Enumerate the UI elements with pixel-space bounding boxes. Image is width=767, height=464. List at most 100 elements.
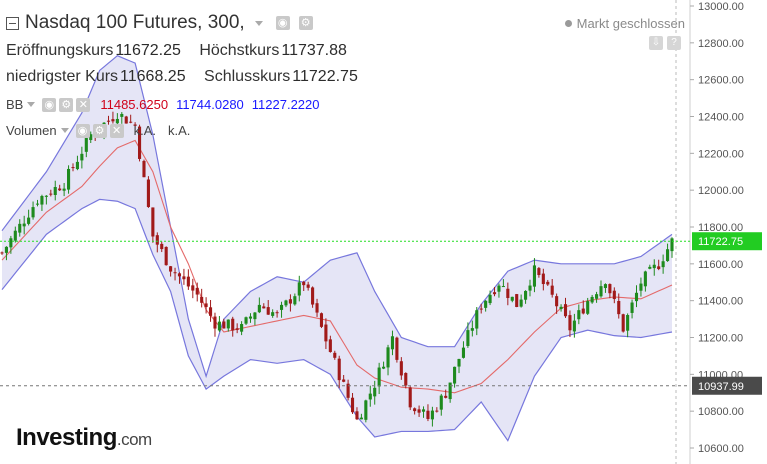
candle-body <box>195 287 199 295</box>
candle-body <box>257 304 261 313</box>
gear-icon[interactable]: ⚙ <box>59 97 74 112</box>
chart-title: Nasdaq 100 Futures, 300, <box>25 12 245 33</box>
candle-body <box>133 124 137 126</box>
candle-body <box>395 337 399 360</box>
candle-body <box>488 294 492 304</box>
candle-body <box>151 207 155 237</box>
candle-body <box>461 347 466 358</box>
current-price-badge <box>692 232 762 251</box>
gear-icon[interactable]: ⚙ <box>298 16 313 30</box>
crosshair-price-badge <box>692 376 762 395</box>
y-tick-label: 11400.00 <box>698 296 743 308</box>
candle-body <box>603 284 607 289</box>
low-value: 11668.25 <box>120 68 186 85</box>
candle-body <box>262 306 266 309</box>
candle-body <box>173 272 177 274</box>
y-tick-label: 12800.00 <box>698 38 744 50</box>
candle-body <box>382 366 386 369</box>
candle-body <box>568 315 572 331</box>
candle-body <box>67 168 71 190</box>
candle-body <box>439 395 443 410</box>
chart-title-row: Nasdaq 100 Futures, 300, ◉ ⚙ <box>6 12 313 34</box>
candle-body <box>89 134 93 141</box>
candle-body <box>626 315 630 331</box>
close-icon[interactable]: ✕ <box>109 123 124 138</box>
candle-body <box>266 307 270 315</box>
candle-body <box>599 286 603 297</box>
candle-body <box>288 299 292 304</box>
candle-body <box>435 410 439 412</box>
eye-icon[interactable]: ◉ <box>275 16 290 30</box>
candle-body <box>497 285 501 292</box>
candle-body <box>541 273 545 285</box>
candle-body <box>608 284 612 294</box>
candle-body <box>546 281 550 285</box>
candle-body <box>177 273 182 277</box>
y-tick-label: 12600.00 <box>698 75 744 87</box>
candle-body <box>284 300 288 306</box>
status-dot-icon <box>564 20 572 27</box>
candle-body <box>399 361 403 376</box>
close-icon[interactable]: ✕ <box>76 97 91 112</box>
candle-body <box>470 328 474 331</box>
candle-body <box>31 207 35 218</box>
candle-body <box>448 382 452 400</box>
candle-body <box>129 121 133 123</box>
candle-body <box>355 411 359 420</box>
candle-body <box>595 294 599 299</box>
candle-body <box>58 188 62 191</box>
eye-icon[interactable]: ◉ <box>75 123 90 138</box>
candle-body <box>111 119 115 122</box>
y-tick-label: 12000.00 <box>698 185 744 197</box>
candle-body <box>186 276 190 287</box>
candle-body <box>226 319 230 329</box>
candle-body <box>364 400 368 420</box>
candle-body <box>311 287 315 305</box>
candle-body <box>643 271 647 287</box>
candle-body <box>612 290 616 300</box>
candle-body <box>160 243 164 250</box>
candle-body <box>657 266 661 270</box>
candle-body <box>200 296 204 303</box>
candle-body <box>248 316 253 319</box>
high-value: 11737.88 <box>281 42 347 59</box>
candle-body <box>639 283 643 291</box>
high-label: Höchstkurs <box>199 42 280 59</box>
chevron-down-icon[interactable] <box>254 20 263 26</box>
candle-body <box>155 235 159 245</box>
volume-value-1: k.A. <box>133 123 156 138</box>
candle-body <box>408 387 412 408</box>
gear-icon[interactable]: ⚙ <box>92 123 107 138</box>
chevron-down-icon[interactable] <box>60 128 69 133</box>
help-icon[interactable]: ? <box>667 36 681 50</box>
candle-body <box>40 196 44 205</box>
candle-body <box>182 276 186 280</box>
candle-body <box>661 261 665 268</box>
volume-value-2: k.A. <box>168 123 191 138</box>
candle-body <box>417 409 421 413</box>
close-value: 11722.75 <box>292 68 358 85</box>
candle-body <box>524 290 528 300</box>
candle-body <box>590 296 594 303</box>
candle-body <box>80 153 84 161</box>
candle-body <box>240 324 244 332</box>
y-tick-label: 11600.00 <box>698 259 743 271</box>
eye-icon[interactable]: ◉ <box>42 97 57 112</box>
download-icon[interactable]: ⇩ <box>649 36 663 50</box>
candle-body <box>537 268 541 276</box>
candle-body <box>479 308 483 310</box>
candle-body <box>333 352 337 358</box>
collapse-icon[interactable] <box>6 16 19 30</box>
candle-body <box>106 120 111 122</box>
volume-label: Volumen <box>6 123 57 138</box>
candle-body <box>528 285 532 291</box>
candle-body <box>457 358 461 367</box>
candle-body <box>652 264 656 269</box>
logo-suffix: .com <box>116 430 152 449</box>
candle-body <box>515 294 519 307</box>
chevron-down-icon[interactable] <box>27 102 36 107</box>
candle-body <box>53 186 57 195</box>
bb-label: BB <box>6 97 24 112</box>
